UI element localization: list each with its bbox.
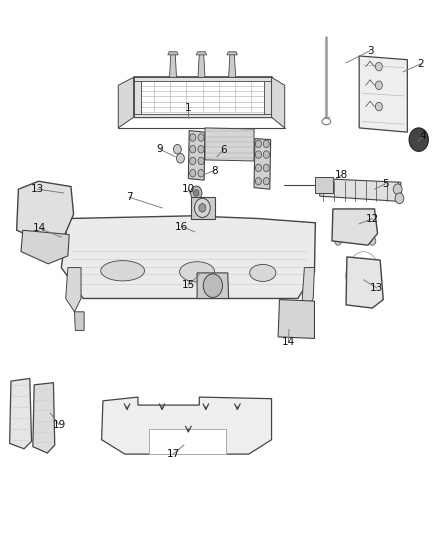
- Circle shape: [177, 154, 184, 163]
- Circle shape: [255, 151, 261, 158]
- Circle shape: [255, 177, 261, 185]
- Circle shape: [263, 140, 269, 148]
- Text: 19: 19: [53, 420, 66, 430]
- Polygon shape: [332, 209, 378, 245]
- Text: 14: 14: [282, 337, 295, 347]
- Circle shape: [375, 81, 382, 90]
- Polygon shape: [102, 397, 272, 454]
- Circle shape: [191, 186, 202, 200]
- Text: 16: 16: [175, 222, 188, 231]
- Text: 14: 14: [33, 223, 46, 233]
- Polygon shape: [278, 300, 314, 338]
- Circle shape: [198, 157, 204, 165]
- Text: 2: 2: [417, 59, 424, 69]
- Text: 1: 1: [185, 103, 192, 112]
- Circle shape: [190, 169, 196, 177]
- Polygon shape: [359, 56, 407, 132]
- Circle shape: [409, 128, 428, 151]
- Circle shape: [173, 144, 181, 154]
- Circle shape: [263, 151, 269, 158]
- Polygon shape: [272, 77, 285, 128]
- Circle shape: [194, 198, 210, 217]
- Text: 13: 13: [31, 184, 44, 194]
- Polygon shape: [188, 131, 205, 180]
- Polygon shape: [320, 179, 401, 201]
- Text: 18: 18: [335, 170, 348, 180]
- Polygon shape: [168, 52, 178, 55]
- Polygon shape: [191, 197, 215, 219]
- Polygon shape: [66, 268, 81, 312]
- Polygon shape: [33, 383, 55, 453]
- Circle shape: [255, 164, 261, 172]
- Polygon shape: [197, 273, 229, 298]
- Circle shape: [263, 164, 269, 172]
- Polygon shape: [307, 312, 314, 330]
- Polygon shape: [170, 53, 177, 77]
- Ellipse shape: [101, 261, 145, 281]
- Circle shape: [393, 184, 402, 195]
- Circle shape: [199, 204, 206, 212]
- Circle shape: [263, 177, 269, 185]
- Polygon shape: [134, 77, 272, 81]
- Polygon shape: [74, 312, 84, 330]
- Circle shape: [369, 237, 376, 245]
- Text: 10: 10: [182, 184, 195, 194]
- Circle shape: [194, 190, 199, 196]
- Circle shape: [198, 146, 204, 153]
- Circle shape: [375, 102, 382, 111]
- Polygon shape: [10, 378, 32, 449]
- Text: 13: 13: [370, 283, 383, 293]
- Circle shape: [203, 274, 223, 297]
- Polygon shape: [302, 268, 314, 312]
- Text: 12: 12: [366, 214, 379, 223]
- Circle shape: [375, 62, 382, 71]
- Polygon shape: [315, 177, 333, 193]
- Circle shape: [190, 157, 196, 165]
- Polygon shape: [254, 139, 271, 189]
- Circle shape: [335, 237, 342, 245]
- Circle shape: [190, 146, 196, 153]
- Polygon shape: [196, 52, 207, 55]
- Polygon shape: [149, 429, 226, 454]
- Text: 15: 15: [182, 280, 195, 290]
- Text: 8: 8: [211, 166, 218, 175]
- Text: 17: 17: [166, 449, 180, 459]
- Polygon shape: [264, 77, 272, 117]
- Circle shape: [198, 134, 204, 141]
- Polygon shape: [346, 257, 383, 308]
- Polygon shape: [134, 77, 141, 117]
- Polygon shape: [118, 77, 134, 128]
- Ellipse shape: [250, 264, 276, 281]
- Text: 9: 9: [156, 144, 163, 154]
- Circle shape: [395, 193, 404, 204]
- Polygon shape: [227, 52, 237, 55]
- Text: 6: 6: [220, 146, 227, 155]
- Polygon shape: [134, 114, 272, 117]
- Polygon shape: [61, 216, 315, 298]
- Polygon shape: [205, 128, 254, 161]
- Text: 3: 3: [367, 46, 374, 55]
- Ellipse shape: [180, 262, 215, 282]
- Polygon shape: [198, 53, 205, 77]
- Circle shape: [190, 134, 196, 141]
- Text: 7: 7: [126, 192, 133, 202]
- Polygon shape: [21, 230, 69, 264]
- Polygon shape: [229, 53, 236, 77]
- Text: 4: 4: [419, 131, 426, 141]
- Circle shape: [285, 305, 307, 332]
- Polygon shape: [17, 181, 74, 241]
- Circle shape: [255, 140, 261, 148]
- Circle shape: [30, 239, 39, 249]
- Circle shape: [291, 312, 301, 325]
- Text: 5: 5: [382, 179, 389, 189]
- Circle shape: [198, 169, 204, 177]
